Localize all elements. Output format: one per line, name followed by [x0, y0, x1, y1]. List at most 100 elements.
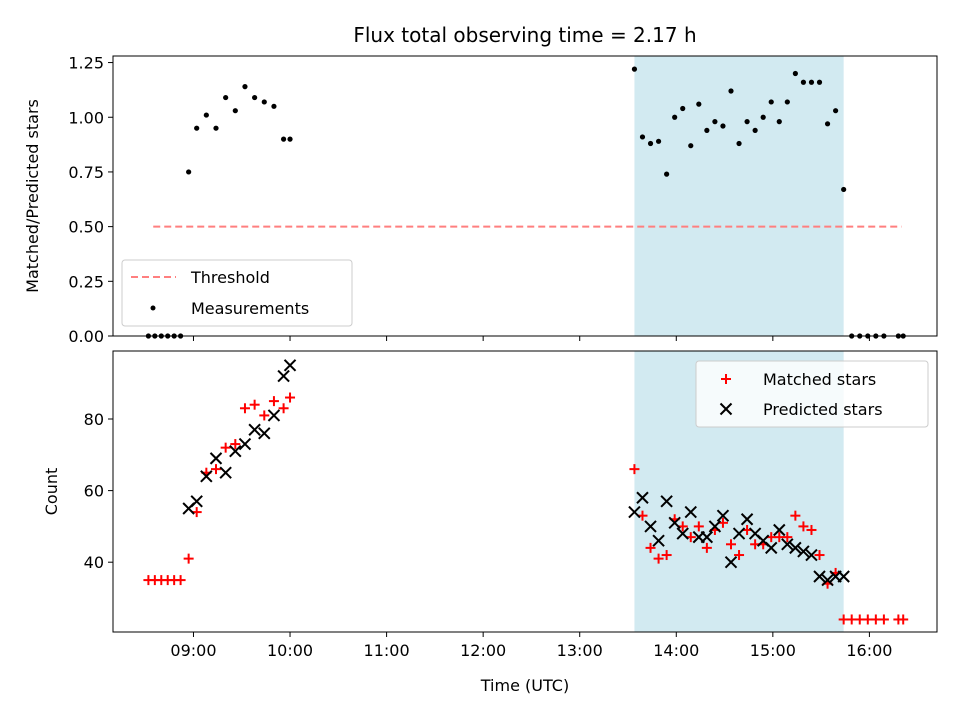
legend-predicted-swatch	[719, 402, 733, 416]
predicted-star-point	[267, 409, 281, 422]
legend-x-marker	[719, 402, 733, 416]
legend-plus-marker	[721, 374, 731, 384]
measurement-point	[712, 119, 718, 125]
y-tick-label: 0.00	[68, 327, 104, 346]
measurement-point	[824, 121, 831, 127]
count-panel: 40 60 80 09:00 10:00 11:00 12:00 13:00 14:00 15:…	[42, 350, 938, 695]
predicted-star-point	[789, 541, 802, 555]
count-x-ticks: 09:00 10:00 11:00 12:00 13:00 14:00 15:00 16:00	[170, 632, 892, 660]
measurement-point	[655, 138, 662, 144]
measurement-point	[242, 84, 248, 90]
predicted-star-point	[190, 495, 203, 508]
measurement-point	[664, 171, 670, 177]
matched-star-point	[278, 403, 289, 414]
measurement-point	[647, 140, 654, 147]
predicted-star-point	[684, 505, 697, 519]
ratio-panel: 0.00 0.25 0.50 0.75 1.00 1.25 Flux total obse…	[23, 23, 938, 346]
y-tick-label: 0.50	[68, 218, 104, 237]
count-legend: Matched stars Predicted stars	[695, 360, 929, 428]
measurement-point	[271, 103, 277, 109]
y-tick-label: 40	[84, 553, 104, 572]
y-tick-label: 1.00	[68, 108, 104, 127]
measurement-point	[768, 99, 774, 105]
predicted-star-point	[200, 470, 213, 483]
measurement-point	[203, 112, 209, 118]
predicted-star-point	[668, 516, 681, 530]
matched-star-point	[814, 550, 825, 561]
predicted-star-point	[248, 423, 261, 436]
predicted-star-point	[700, 530, 714, 544]
measurement-point	[704, 127, 710, 133]
predicted-star-point	[238, 437, 252, 451]
measurement-point	[784, 99, 790, 105]
predicted-star-point	[708, 520, 722, 533]
matched-star-point	[259, 410, 270, 421]
matched-star-point	[734, 550, 745, 561]
matched-star-point	[798, 521, 809, 532]
measurement-point	[194, 125, 200, 131]
measurement-point	[186, 169, 192, 175]
predicted-star-point	[209, 452, 223, 465]
measurement-point	[760, 114, 766, 120]
predicted-star-point	[837, 570, 850, 583]
measurement-point	[680, 105, 686, 112]
x-axis-label: Time (UTC)	[480, 676, 569, 695]
count-legend-box	[695, 360, 929, 428]
measurement-point	[631, 66, 638, 72]
matched-star-point	[693, 521, 704, 532]
x-tick-label: 10:00	[267, 641, 313, 660]
measurement-point	[808, 79, 815, 85]
measurement-point	[213, 125, 219, 131]
predicted-star-point	[805, 548, 818, 562]
legend-threshold-label: Threshold	[190, 268, 270, 287]
matched-star-point	[661, 550, 672, 561]
x-tick-label: 12:00	[460, 641, 506, 660]
ratio-y-axis-label: Matched/Predicted stars	[23, 99, 42, 293]
measurement-point	[232, 108, 238, 114]
matched-star-point	[701, 542, 712, 553]
x-tick-label: 15:00	[750, 641, 796, 660]
ratio-axes-frame	[112, 55, 938, 337]
predicted-star-point	[765, 541, 778, 555]
predicted-star-point	[644, 520, 657, 533]
matched-star-point	[898, 614, 909, 625]
observing-window-shade	[634, 56, 844, 336]
matched-star-point	[653, 553, 664, 564]
measurement-point	[223, 94, 229, 101]
measurement-point	[720, 123, 726, 129]
legend-predicted-label: Predicted stars	[763, 400, 883, 419]
measurement-point	[816, 79, 823, 85]
matched-star-point	[183, 553, 194, 564]
x-tick-label: 11:00	[364, 641, 410, 660]
matched-star-point	[239, 403, 250, 414]
y-tick-label: 80	[84, 410, 104, 429]
measurement-point	[744, 119, 750, 125]
measurement-point	[252, 94, 258, 101]
matched-star-point	[230, 439, 241, 450]
predicted-star-point	[773, 523, 786, 537]
predicted-star-point	[821, 573, 834, 587]
count-y-ticks: 40 60 80	[84, 410, 113, 572]
x-tick-label: 09:00	[170, 641, 216, 660]
measurement-point	[752, 127, 758, 133]
predicted-star-point	[781, 538, 794, 551]
predicted-star-point	[676, 527, 689, 540]
measurement-point	[261, 99, 267, 105]
predicted-star-point	[258, 427, 271, 440]
matched-star-point	[878, 614, 889, 625]
matched-star-point	[220, 442, 231, 453]
predicted-star-point	[813, 570, 826, 583]
legend-matched-swatch	[721, 374, 731, 384]
legend-measurements-label: Measurements	[191, 299, 309, 318]
legend-matched-label: Matched stars	[763, 370, 876, 389]
y-tick-label: 60	[84, 482, 104, 501]
matched-star-point	[211, 464, 221, 475]
predicted-star-point	[652, 534, 665, 547]
predicted-star-point	[797, 545, 810, 558]
matched-star-point	[790, 510, 801, 521]
measurement-point	[287, 136, 293, 142]
measurement-point	[841, 186, 847, 193]
matched-star-point	[249, 399, 260, 410]
ratio-x-ticks	[192, 336, 870, 341]
